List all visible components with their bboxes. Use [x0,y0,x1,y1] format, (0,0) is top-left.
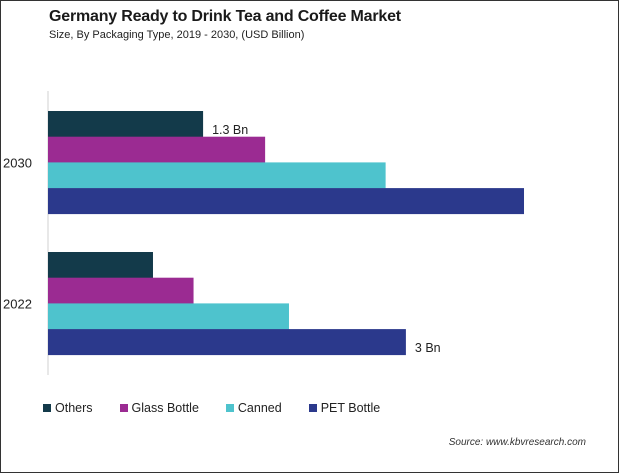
bar-2030-others [48,111,204,137]
bar-2030-pet-bottle [48,188,525,215]
data-label: 3 Bn [415,341,441,355]
legend-item-canned: Canned [225,401,282,415]
category-label-2030: 2030 [3,155,32,170]
legend-swatch [43,404,51,412]
bar-2030-glass-bottle [48,136,266,163]
bar-2030-canned [48,162,386,189]
chart-title: Germany Ready to Drink Tea and Coffee Ma… [49,8,401,25]
bar-2022-canned [48,303,289,330]
legend-item-pet-bottle: PET Bottle [308,401,381,415]
legend: Others Glass Bottle Canned PET Bottle [43,401,407,415]
legend-item-glass-bottle: Glass Bottle [119,401,199,415]
data-label: 1.3 Bn [212,123,248,137]
legend-swatch [225,404,234,412]
legend-label: Others [55,401,93,415]
legend-label: Canned [237,401,282,415]
legend-swatch [308,404,317,412]
bar-2022-others [48,252,153,278]
source-note: Source: www.kbvresearch.com [448,437,586,448]
bar-2022-glass-bottle [48,277,194,304]
legend-item-others: Others [43,401,93,415]
legend-swatch [119,404,128,412]
legend-label: Glass Bottle [131,401,199,415]
bar-2022-pet-bottle [48,329,406,356]
category-label-2022: 2022 [3,296,32,311]
legend-label: PET Bottle [320,401,381,415]
chart-subtitle: Size, By Packaging Type, 2019 - 2030, (U… [49,29,305,41]
